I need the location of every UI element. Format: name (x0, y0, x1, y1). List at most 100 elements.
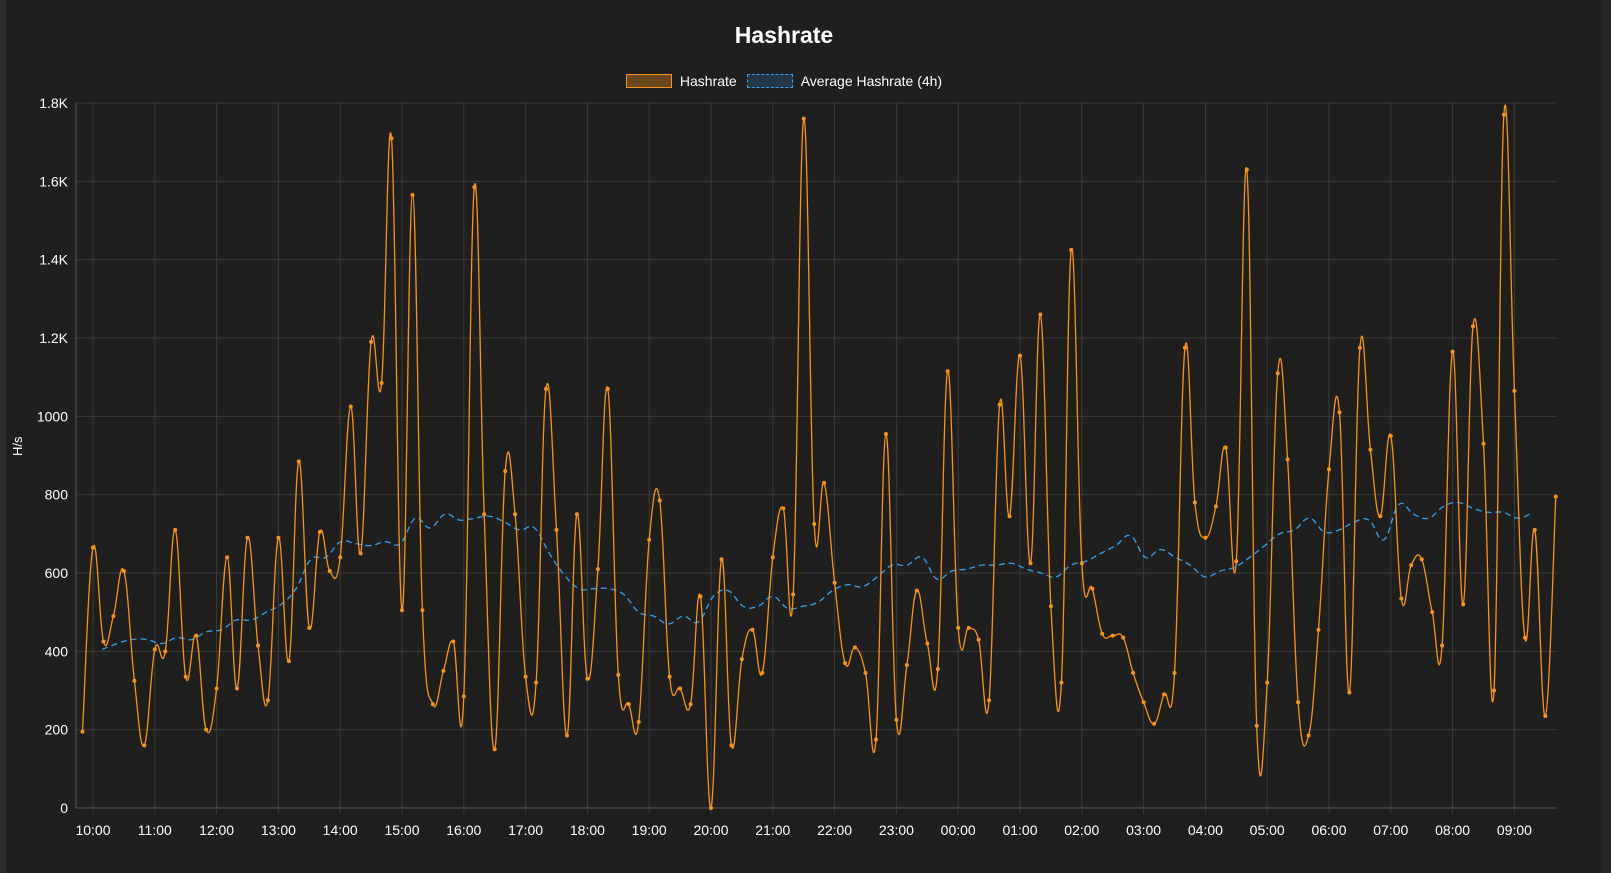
hashrate-point[interactable] (554, 527, 559, 532)
hashrate-point[interactable] (1501, 112, 1506, 117)
hashrate-point[interactable] (976, 637, 981, 642)
hashrate-point[interactable] (657, 498, 662, 503)
hashrate-point[interactable] (585, 676, 590, 681)
hashrate-point[interactable] (1090, 586, 1095, 591)
hashrate-point[interactable] (1183, 345, 1188, 350)
hashrate-point[interactable] (286, 659, 291, 664)
hashrate-point[interactable] (1172, 670, 1177, 675)
hashrate-point[interactable] (1378, 514, 1383, 519)
hashrate-point[interactable] (1327, 467, 1331, 472)
hashrate-point[interactable] (874, 737, 879, 742)
hashrate-point[interactable] (214, 686, 219, 691)
hashrate-point[interactable] (441, 668, 446, 673)
hashrate-point[interactable] (152, 647, 157, 652)
hashrate-point[interactable] (307, 625, 312, 630)
hashrate-point[interactable] (1492, 688, 1497, 693)
hashrate-point[interactable] (1152, 721, 1157, 726)
hashrate-point[interactable] (1512, 388, 1517, 393)
hashrate-point[interactable] (966, 625, 971, 630)
hashrate-point[interactable] (605, 386, 610, 391)
hashrate-point[interactable] (245, 535, 250, 540)
hashrate-point[interactable] (914, 588, 919, 593)
hashrate-point[interactable] (503, 469, 508, 474)
hashrate-point[interactable] (1048, 604, 1053, 609)
hashrate-point[interactable] (1461, 602, 1466, 607)
hashrate-point[interactable] (142, 743, 147, 748)
hashrate-point[interactable] (760, 670, 765, 675)
hashrate-point[interactable] (739, 657, 744, 662)
hashrate-point[interactable] (1018, 353, 1022, 358)
hashrate-point[interactable] (647, 537, 652, 542)
hashrate-point[interactable] (956, 625, 961, 630)
hashrate-point[interactable] (1522, 635, 1527, 640)
hashrate-point[interactable] (626, 702, 631, 707)
hashrate-point[interactable] (430, 702, 435, 707)
hashrate-point[interactable] (358, 551, 363, 556)
hashrate-point[interactable] (111, 614, 116, 619)
hashrate-point[interactable] (935, 666, 940, 671)
hashrate-point[interactable] (80, 729, 85, 734)
hashrate-point[interactable] (91, 545, 95, 550)
hashrate-point[interactable] (234, 686, 239, 691)
hashrate-point[interactable] (894, 717, 899, 722)
hashrate-point[interactable] (1399, 596, 1404, 601)
hashrate-point[interactable] (1532, 527, 1537, 532)
hashrate-point[interactable] (1234, 559, 1239, 564)
hashrate-point[interactable] (1059, 680, 1064, 685)
hashrate-point[interactable] (698, 594, 703, 599)
hashrate-point[interactable] (729, 743, 734, 748)
hashrate-point[interactable] (832, 580, 837, 585)
hashrate-point[interactable] (1388, 433, 1393, 438)
hashrate-point[interactable] (1337, 410, 1342, 415)
hashrate-point[interactable] (791, 592, 796, 597)
hashrate-point[interactable] (1038, 312, 1043, 317)
hashrate-point[interactable] (379, 381, 384, 386)
hashrate-point[interactable] (296, 459, 301, 464)
hashrate-point[interactable] (410, 193, 415, 198)
hashrate-point[interactable] (750, 627, 755, 632)
hashrate-point[interactable] (1121, 635, 1126, 640)
hashrate-point[interactable] (183, 674, 188, 679)
hashrate-point[interactable] (389, 136, 394, 141)
hashrate-point[interactable] (667, 674, 672, 679)
legend-item-average[interactable]: Average Hashrate (4h) (746, 73, 942, 89)
hashrate-point[interactable] (863, 670, 868, 675)
hashrate-point[interactable] (101, 639, 106, 644)
hashrate-point[interactable] (997, 402, 1002, 407)
hashrate-point[interactable] (121, 569, 126, 574)
hashrate-point[interactable] (1368, 447, 1373, 452)
hashrate-point[interactable] (636, 719, 641, 724)
hashrate-point[interactable] (801, 116, 806, 121)
hashrate-point[interactable] (482, 512, 487, 517)
hashrate-point[interactable] (822, 480, 827, 485)
hashrate-point[interactable] (925, 641, 930, 646)
hashrate-point[interactable] (1440, 643, 1445, 648)
hashrate-point[interactable] (1306, 733, 1311, 738)
hashrate-point[interactable] (1357, 345, 1362, 350)
hashrate-point[interactable] (1244, 167, 1249, 172)
hashrate-point[interactable] (565, 733, 570, 738)
hashrate-point[interactable] (513, 512, 518, 517)
hashrate-point[interactable] (163, 649, 168, 654)
hashrate-point[interactable] (338, 555, 343, 560)
hashrate-point[interactable] (1409, 563, 1414, 568)
hashrate-point[interactable] (1079, 561, 1084, 566)
hashrate-point[interactable] (852, 645, 857, 650)
hashrate-point[interactable] (1110, 633, 1115, 638)
hashrate-point[interactable] (173, 527, 178, 532)
hashrate-point[interactable] (420, 608, 425, 613)
hashrate-point[interactable] (1131, 670, 1136, 675)
hashrate-point[interactable] (1069, 247, 1074, 252)
hashrate-point[interactable] (1028, 561, 1033, 566)
hashrate-point[interactable] (204, 727, 209, 732)
hashrate-point[interactable] (904, 663, 909, 668)
hashrate-point[interactable] (843, 661, 848, 666)
hashrate-point[interactable] (1007, 514, 1012, 519)
hashrate-point[interactable] (709, 806, 713, 810)
hashrate-point[interactable] (492, 747, 497, 752)
hashrate-point[interactable] (534, 680, 539, 685)
hashrate-point[interactable] (543, 386, 548, 391)
hashrate-point[interactable] (1265, 680, 1270, 685)
hashrate-point[interactable] (1141, 700, 1146, 705)
hashrate-point[interactable] (1203, 535, 1208, 540)
